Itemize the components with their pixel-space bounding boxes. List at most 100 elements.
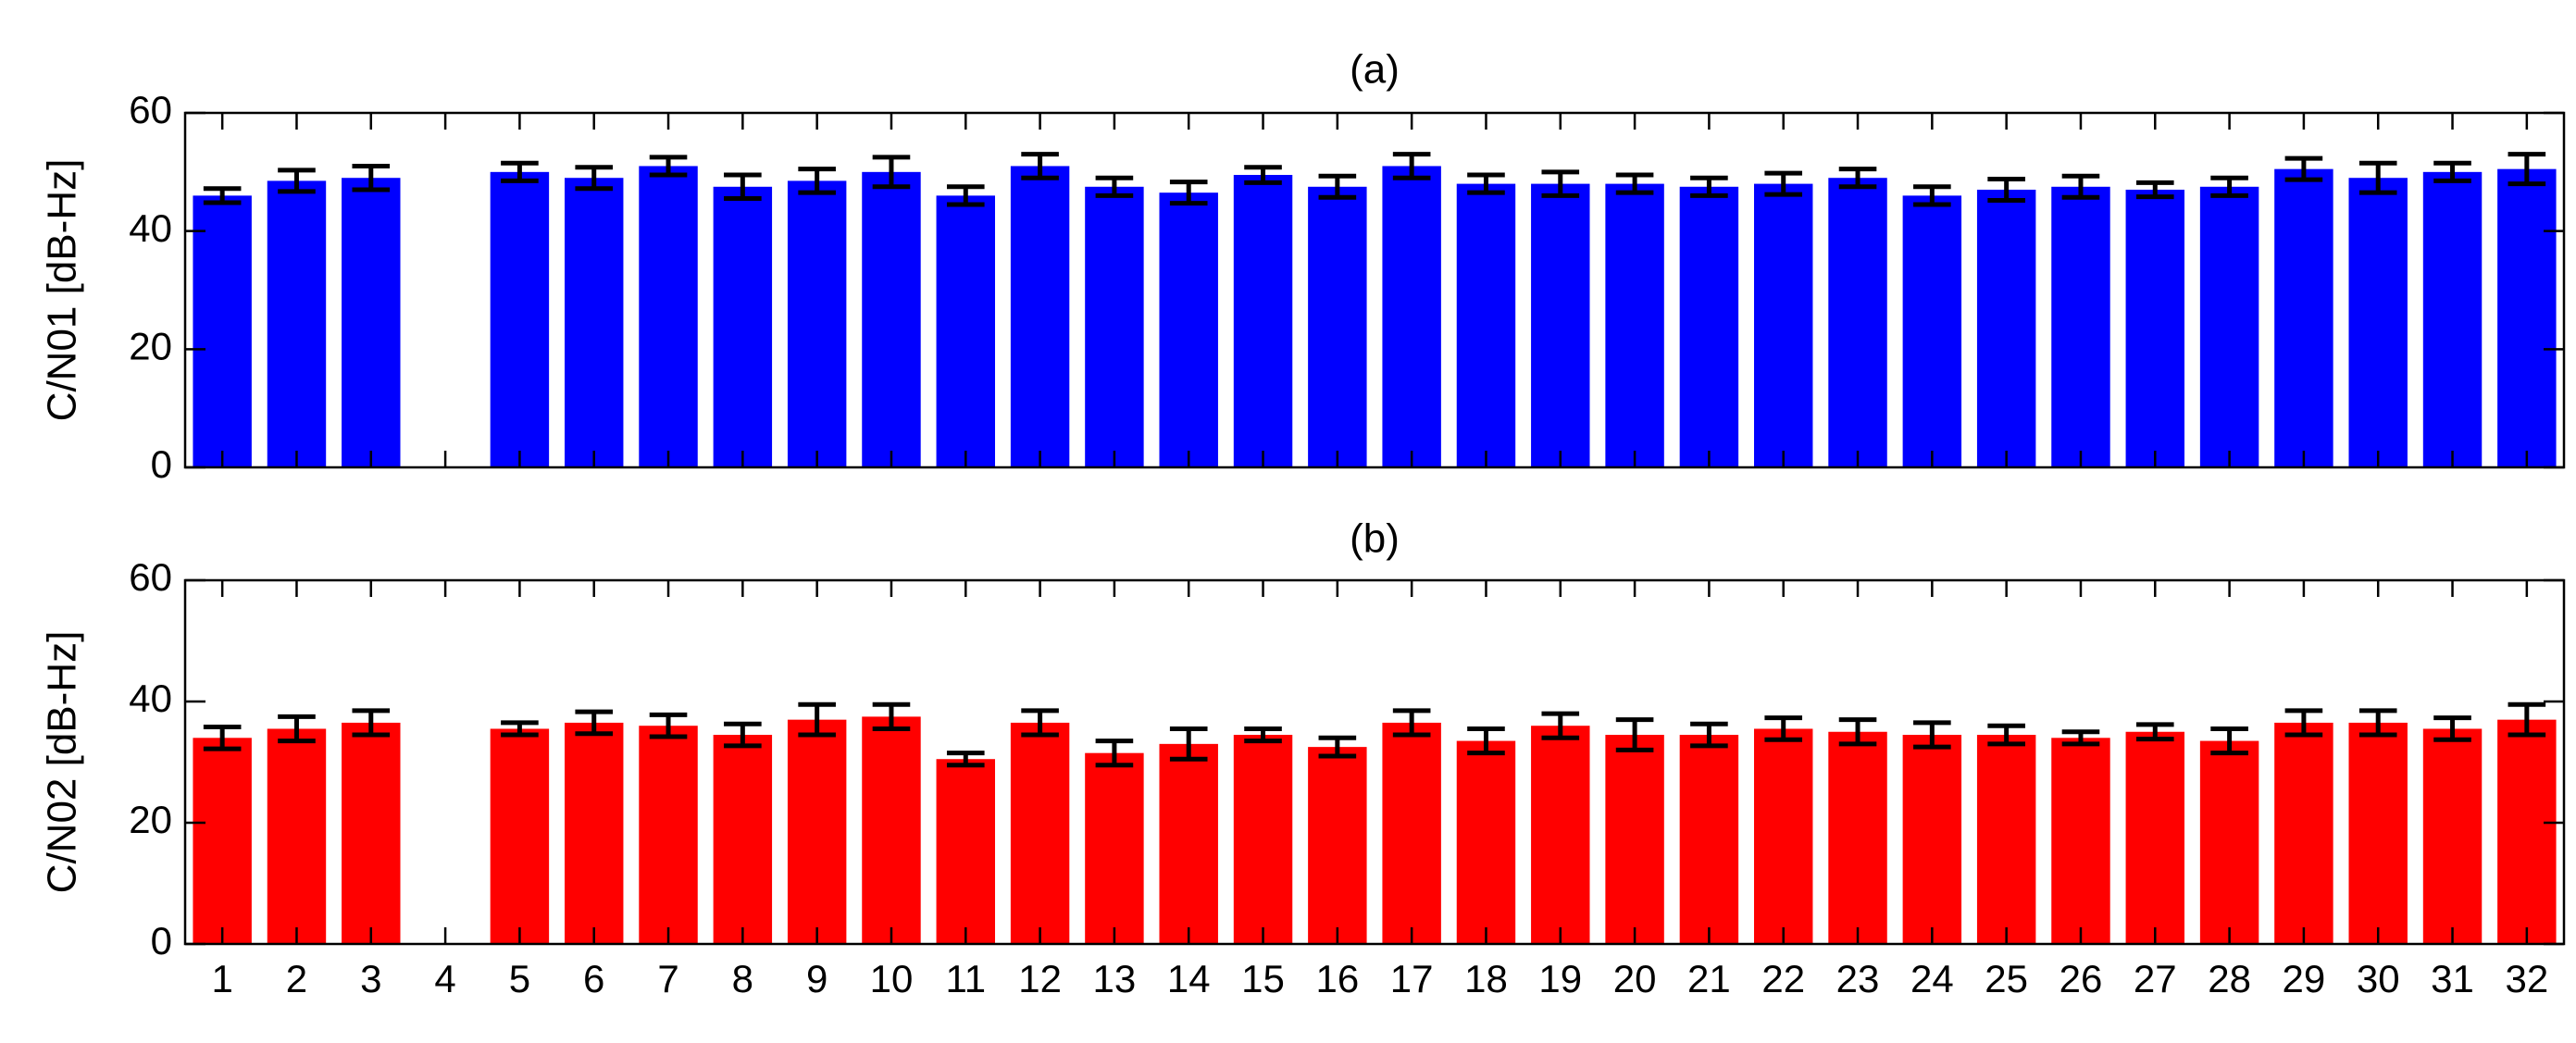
bar-26: [2051, 186, 2110, 467]
error-bar-15: [1244, 165, 1282, 185]
error-bar-12: [1021, 152, 1059, 180]
x-tick-label: 19: [1538, 957, 1582, 1000]
bar-31: [2422, 728, 2483, 944]
bar-9: [787, 719, 847, 944]
x-tick-label: 2: [286, 957, 307, 1000]
panel-title: (b): [1350, 516, 1400, 562]
error-bar-27: [2135, 180, 2174, 200]
bar-20: [1605, 183, 1664, 467]
x-tick-label: 18: [1464, 957, 1508, 1000]
x-tick-label: 27: [2134, 957, 2177, 1000]
bar-10: [862, 716, 921, 944]
error-bar-32: [2508, 702, 2546, 738]
bar-27: [2125, 189, 2185, 467]
error-bar-5: [501, 160, 539, 183]
bar-25: [1976, 189, 2036, 467]
bar-23: [1828, 731, 1887, 944]
bar-30: [2348, 178, 2408, 467]
axes-box: [183, 578, 2566, 946]
error-bar-6: [575, 709, 614, 737]
error-bar-13: [1095, 175, 1134, 198]
error-bar-19: [1541, 711, 1580, 740]
error-bar-14: [1169, 726, 1208, 762]
x-tick-label: 9: [806, 957, 828, 1000]
bar-13: [1085, 752, 1144, 944]
bar-10: [862, 171, 921, 468]
y-tick-label: 40: [129, 206, 172, 250]
bar-11: [936, 759, 996, 944]
bar-18: [1456, 740, 1516, 944]
x-tick-label: 24: [1910, 957, 1954, 1000]
error-bar-29: [2284, 708, 2323, 738]
error-bar-16: [1318, 173, 1357, 200]
bar-11: [936, 195, 996, 467]
bar-12: [1010, 722, 1070, 944]
error-bar-9: [798, 167, 836, 195]
x-tick-label: 10: [870, 957, 914, 1000]
bar-16: [1308, 747, 1367, 944]
error-bar-1: [203, 725, 242, 751]
error-bar-25: [1987, 176, 2025, 203]
bar-7: [639, 166, 698, 467]
error-bar-12: [1021, 708, 1059, 738]
x-tick-label: 5: [509, 957, 530, 1000]
bar-30: [2348, 722, 2408, 944]
x-tick-label: 1: [211, 957, 232, 1000]
error-bar-21: [1690, 721, 1728, 749]
x-tick-label: 22: [1761, 957, 1805, 1000]
error-bar-18: [1467, 726, 1505, 756]
axes-box: [183, 111, 2566, 469]
bar-32: [2497, 168, 2557, 467]
y-tick-label: 60: [129, 555, 172, 599]
bar-2: [267, 180, 327, 468]
error-bar-27: [2135, 722, 2174, 742]
error-bar-22: [1764, 170, 1803, 197]
bar-26: [2051, 738, 2110, 944]
error-bar-28: [2210, 726, 2248, 756]
error-bar-24: [1913, 184, 1951, 207]
bar-8: [713, 735, 773, 944]
bar-16: [1308, 186, 1367, 467]
x-tick-label: 28: [2208, 957, 2251, 1000]
bar-14: [1159, 192, 1218, 468]
error-bar-24: [1913, 720, 1951, 750]
bar-19: [1531, 183, 1590, 467]
bar-15: [1233, 175, 1293, 467]
error-bar-7: [649, 712, 688, 739]
bar-23: [1828, 178, 1887, 467]
x-tick-label: 14: [1167, 957, 1211, 1000]
x-tick-label: 21: [1687, 957, 1731, 1000]
y-tick-label: 20: [129, 798, 172, 841]
y-axis-label: C/N01 [dB-Hz]: [40, 159, 85, 422]
bar-2: [267, 728, 327, 944]
bar-15: [1233, 735, 1293, 944]
error-bar-2: [278, 168, 316, 194]
error-bar-19: [1541, 169, 1580, 198]
chart-panel-a: (a) C/N01 [dB-Hz] 0 20 40 60: [40, 47, 2566, 486]
x-tick-label: 30: [2357, 957, 2400, 1000]
bar-31: [2422, 171, 2483, 468]
x-tick-label: 8: [732, 957, 753, 1000]
bar-13: [1085, 186, 1144, 467]
bar-17: [1382, 166, 1441, 467]
bar-12: [1010, 166, 1070, 467]
error-bar-9: [798, 702, 836, 738]
y-axis-label: C/N02 [dB-Hz]: [40, 631, 85, 894]
error-bar-8: [724, 172, 762, 202]
x-tick-label: 6: [583, 957, 604, 1000]
bar-24: [1902, 735, 1962, 944]
x-tick-label: 26: [2060, 957, 2103, 1000]
bar-6: [564, 722, 624, 944]
error-bar-3: [352, 708, 391, 738]
bar-3: [342, 178, 401, 467]
bar-29: [2274, 168, 2333, 467]
bar-5: [490, 171, 550, 468]
bar-28: [2199, 740, 2259, 944]
error-bar-23: [1838, 167, 1877, 190]
error-bar-1: [203, 186, 242, 205]
error-bar-11: [946, 751, 985, 768]
error-bar-25: [1987, 723, 2025, 747]
x-tick-label: 29: [2283, 957, 2326, 1000]
y-tick-label: 60: [129, 88, 172, 131]
